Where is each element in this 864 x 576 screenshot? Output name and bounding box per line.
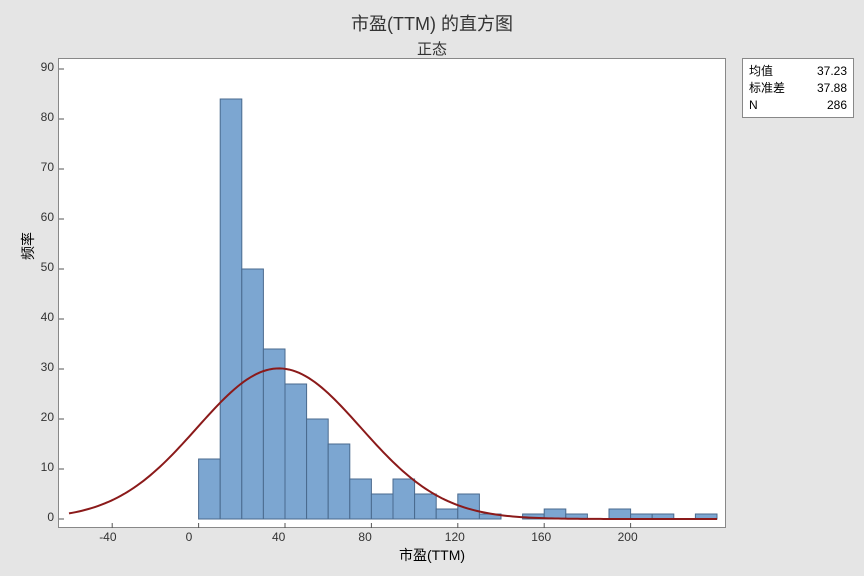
- chart-title: 市盈(TTM) 的直方图: [0, 10, 864, 36]
- x-tick-label: 120: [445, 530, 465, 544]
- stats-mean-value: 37.23: [817, 63, 847, 80]
- x-tick-label: 40: [272, 530, 285, 544]
- chart-subtitle: 正态: [0, 38, 864, 59]
- x-tick-label: 80: [358, 530, 371, 544]
- histogram-svg: [59, 59, 727, 529]
- plot-area: [58, 58, 726, 528]
- y-tick-label: 30: [41, 360, 54, 374]
- stats-n-value: 286: [827, 97, 847, 114]
- y-axis-label: 频率: [18, 232, 38, 260]
- x-tick-label: 200: [618, 530, 638, 544]
- stats-stdev-value: 37.88: [817, 80, 847, 97]
- y-tick-label: 0: [47, 510, 54, 524]
- stats-mean-label: 均值: [749, 63, 773, 80]
- y-tick-label: 60: [41, 210, 54, 224]
- y-tick-label: 10: [41, 460, 54, 474]
- x-axis-label: 市盈(TTM): [0, 545, 864, 564]
- x-tick-label: 160: [531, 530, 551, 544]
- stats-stdev-label: 标准差: [749, 80, 785, 97]
- y-tick-label: 80: [41, 110, 54, 124]
- y-tick-label: 70: [41, 160, 54, 174]
- x-tick-label: -40: [99, 530, 116, 544]
- x-tick-label: 0: [186, 530, 193, 544]
- stats-n-label: N: [749, 97, 758, 114]
- y-tick-label: 40: [41, 310, 54, 324]
- y-tick-label: 90: [41, 60, 54, 74]
- y-tick-label: 20: [41, 410, 54, 424]
- y-tick-label: 50: [41, 260, 54, 274]
- stats-panel: 均值 37.23 标准差 37.88 N 286: [742, 58, 854, 118]
